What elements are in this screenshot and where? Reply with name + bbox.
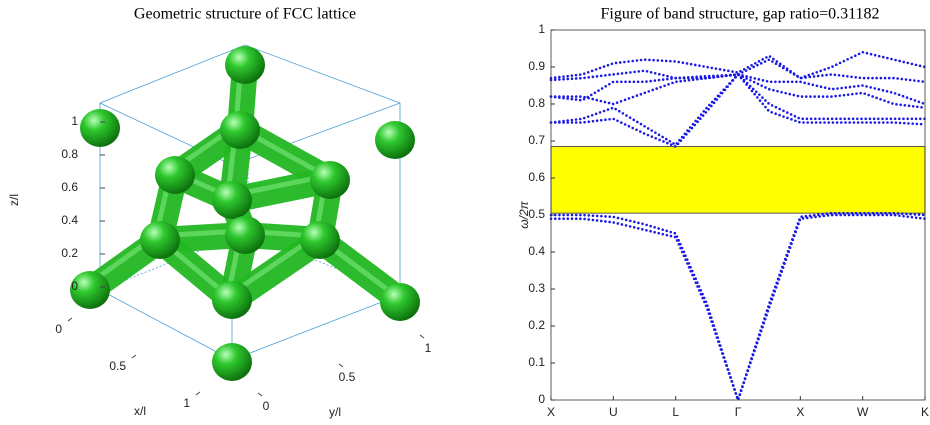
x-tick (131, 354, 137, 359)
y-axis-label: ω/2π (517, 200, 531, 228)
x-tick-label: W (857, 405, 869, 419)
z-tick-label: 0 (71, 279, 78, 293)
y-tick-label: 0.5 (339, 370, 356, 384)
y-tick-label: 0 (538, 392, 545, 406)
atom (225, 216, 265, 254)
band-line (549, 50, 927, 80)
y-tick (419, 334, 425, 339)
x-tick-label: Γ (735, 405, 742, 419)
x-tick-label: 0 (55, 322, 62, 336)
atom (70, 271, 110, 309)
x-tick-label: X (547, 405, 555, 419)
atom (380, 283, 420, 321)
atom (212, 181, 252, 219)
x-tick (195, 391, 201, 396)
atom (212, 281, 252, 319)
x-tick (67, 317, 73, 322)
z-tick-label: 0.2 (61, 246, 78, 260)
atom (212, 343, 252, 381)
x-tick-label: 1 (183, 396, 190, 410)
y-tick (338, 363, 344, 368)
chart-title: Figure of band structure, gap ratio=0.31… (600, 6, 879, 23)
band-gap (550, 146, 926, 214)
atom (225, 46, 265, 84)
band-line (549, 58, 927, 84)
y-tick-label: 1 (425, 341, 432, 355)
atom (80, 109, 120, 147)
y-tick-label: 0.4 (528, 244, 545, 258)
x-tick-label: U (609, 405, 618, 419)
y-tick-label: 0.5 (528, 207, 545, 221)
atom (155, 156, 195, 194)
band-line (549, 211, 927, 405)
y-tick-label: 0.2 (528, 318, 545, 332)
lattice-structure (70, 46, 420, 381)
x-tick-label: L (672, 405, 679, 419)
z-axis-label: z/l (7, 194, 21, 206)
y-tick-label: 0.8 (528, 96, 545, 110)
y-tick-label: 0.7 (528, 133, 545, 147)
y-tick-label: 0.6 (528, 170, 545, 184)
y-tick-label: 0 (263, 399, 270, 413)
atom (375, 121, 415, 159)
y-tick-label: 1 (538, 22, 545, 36)
x-tick-label: 0.5 (109, 359, 126, 373)
atom (220, 111, 260, 149)
z-tick-label: 0.4 (61, 213, 78, 227)
axes-frame (550, 29, 926, 401)
x-axis-label: x/l (134, 404, 146, 418)
chart-title: Geometric structure of FCC lattice (134, 6, 356, 23)
z-tick-label: 0.6 (61, 180, 78, 194)
y-tick-label: 0.9 (528, 59, 545, 73)
atom (140, 221, 180, 259)
y-tick-label: 0.1 (528, 355, 545, 369)
y-axis-label: y/l (329, 405, 341, 419)
z-tick-label: 1 (71, 114, 78, 128)
y-tick-label: 0.3 (528, 281, 545, 295)
z-tick-label: 0.8 (61, 147, 78, 161)
y-tick (257, 392, 263, 397)
atom (300, 221, 340, 259)
x-tick-label: K (921, 405, 929, 419)
x-tick-label: X (796, 405, 804, 419)
atom (310, 161, 350, 199)
